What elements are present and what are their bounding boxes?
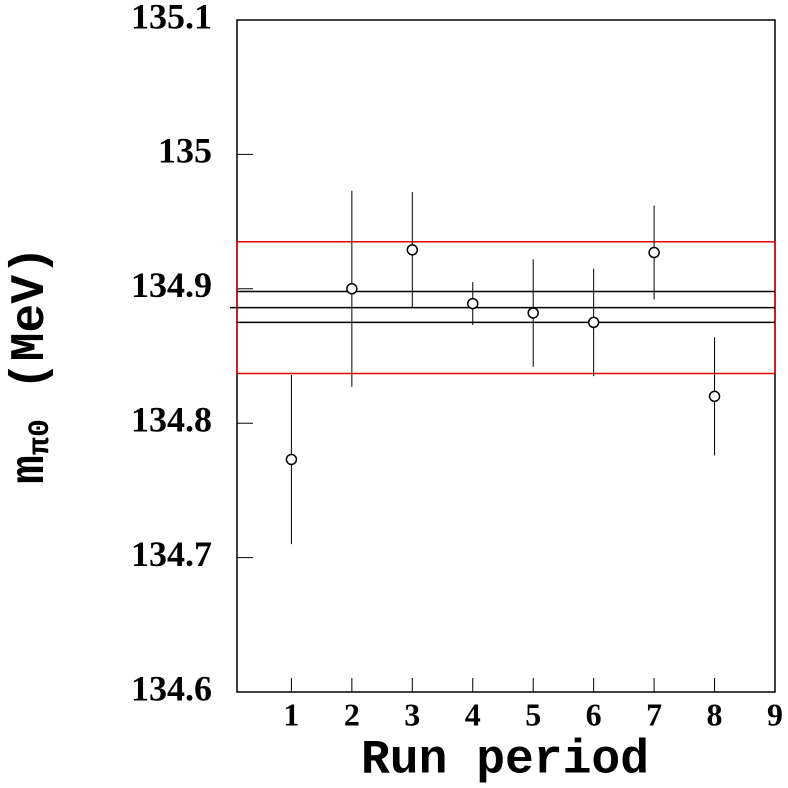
x-tick-label: 8 — [707, 696, 723, 732]
y-tick-label: 135.1 — [131, 0, 212, 36]
y-label-unit: (MeV) — [4, 246, 58, 390]
x-tick-label: 5 — [525, 696, 541, 732]
y-label-subscript: π0 — [24, 419, 58, 455]
data-point — [346, 283, 358, 295]
x-tick-label: 9 — [767, 696, 783, 732]
y-label-symbol: m — [4, 455, 58, 484]
y-axis-label: mπ0 (MeV) — [4, 246, 58, 484]
data-point — [406, 244, 419, 256]
x-tick-label: 6 — [586, 696, 602, 732]
y-tick-label: 135 — [158, 131, 212, 171]
data-point — [648, 246, 660, 259]
x-tick-label: 3 — [404, 696, 420, 732]
y-tick-label: 134.9 — [131, 265, 212, 305]
y-label-spacer — [4, 390, 58, 419]
data-point — [708, 390, 721, 403]
x-axis-label: Run period — [361, 734, 649, 788]
y-tick-label: 134.8 — [131, 399, 212, 439]
x-tick-label: 4 — [465, 696, 481, 732]
x-tick-label: 1 — [283, 696, 299, 732]
x-tick-label: 7 — [646, 696, 662, 732]
x-tick-label: 2 — [344, 696, 360, 732]
y-tick-label: 134.7 — [131, 534, 212, 574]
data-point — [527, 307, 539, 319]
plot-frame — [236, 19, 776, 693]
data-point — [285, 453, 298, 466]
y-tick-label: 134.6 — [131, 668, 212, 708]
data-point — [587, 316, 600, 329]
data-point — [467, 297, 479, 310]
